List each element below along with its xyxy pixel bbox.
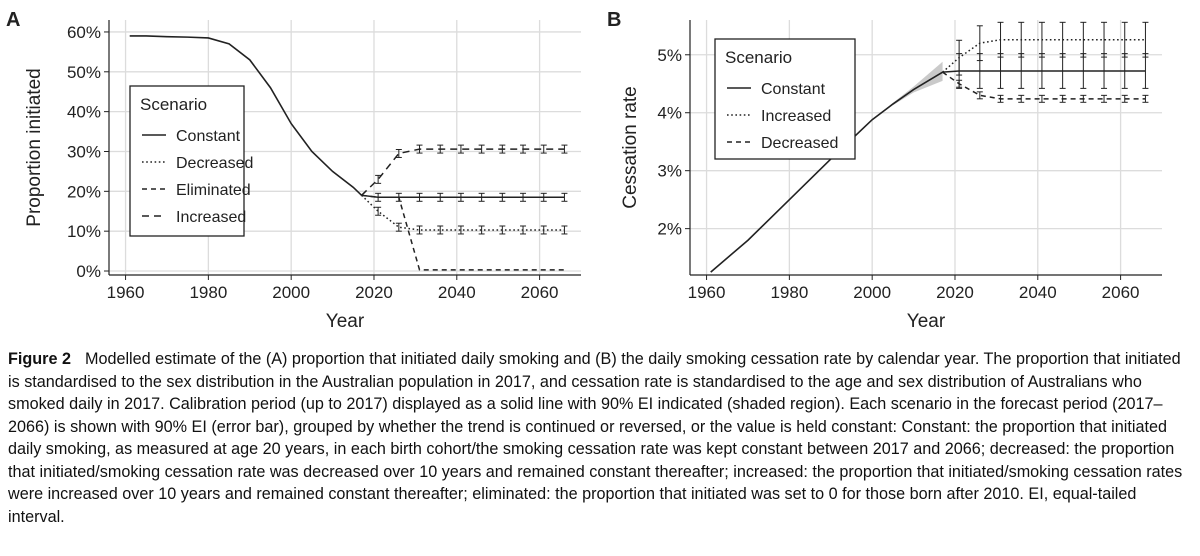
y-tick-label: 2% — [657, 220, 682, 239]
series-line-eliminated — [361, 194, 565, 271]
legend-title: Scenario — [725, 48, 792, 67]
x-tick-label: 2000 — [272, 283, 310, 302]
y-tick-label: 60% — [67, 23, 101, 42]
x-axis-label: Year — [907, 311, 946, 332]
y-axis-label: Proportion initiated — [24, 68, 45, 226]
legend-entry-eliminated: Eliminated — [176, 182, 251, 199]
series-line-decreased — [942, 71, 1146, 100]
series-line-increased — [361, 148, 565, 196]
x-axis-label: Year — [326, 311, 365, 332]
panel-letter: B — [607, 9, 621, 31]
caption-label: Figure 2 — [8, 350, 71, 368]
legend-title: Scenario — [140, 95, 207, 114]
legend-entry-increased: Increased — [176, 209, 246, 226]
legend: Scenario Constant Decreased Eliminated Incre… — [129, 85, 253, 237]
panel-letter: A — [6, 9, 20, 31]
y-tick-label: 0% — [76, 262, 101, 281]
x-tick-label: 2040 — [438, 283, 476, 302]
chart-panel-a: A 1960 1980 2000 2020 2040 2060 0% 10% 20% 30% 40% 5… — [6, 9, 581, 332]
x-tick-label: 2060 — [521, 283, 559, 302]
y-tick-label: 50% — [67, 63, 101, 82]
y-tick-label: 4% — [657, 104, 682, 123]
x-tick-label: 1960 — [107, 283, 145, 302]
x-tick-label: 2000 — [853, 283, 891, 302]
legend: Scenario Constant Increased Decreased — [714, 38, 856, 160]
series-line-decreased — [361, 194, 565, 231]
x-tick-label: 2040 — [1019, 283, 1057, 302]
legend-box — [129, 85, 245, 237]
y-tick-label: 3% — [657, 162, 682, 181]
y-axis-label: Cessation rate — [620, 86, 641, 209]
series-line-increased — [942, 38, 1146, 73]
legend-entry-constant: Constant — [761, 81, 826, 98]
series-line-constant — [942, 70, 1146, 73]
calibration-line — [129, 35, 363, 196]
y-tick-label: 20% — [67, 182, 101, 201]
chart-panel-b: B 1960 1980 2000 2020 2040 2060 2% 3% 4% 5% Year Ces… — [607, 9, 1162, 332]
y-tick-label: 30% — [67, 142, 101, 161]
x-tick-label: 2060 — [1102, 283, 1140, 302]
legend-entry-decreased: Decreased — [761, 135, 838, 152]
legend-entry-increased: Increased — [761, 108, 831, 125]
x-tick-label: 1980 — [189, 283, 227, 302]
figure-caption: Figure 2 Modelled estimate of the (A) pro… — [8, 348, 1194, 528]
y-tick-label: 40% — [67, 103, 101, 122]
figure-charts: A 1960 1980 2000 2020 2040 2060 0% 10% 20% 30% 40% 5… — [6, 9, 1162, 332]
y-tick-label: 5% — [657, 46, 682, 65]
y-tick-label: 10% — [67, 222, 101, 241]
caption-text: Modelled estimate of the (A) proportion … — [8, 350, 1183, 526]
x-tick-label: 2020 — [355, 283, 393, 302]
legend-entry-decreased: Decreased — [176, 155, 253, 172]
x-tick-label: 1960 — [688, 283, 726, 302]
legend-box — [714, 38, 856, 160]
calibration-band — [710, 61, 943, 273]
x-tick-label: 1980 — [770, 283, 808, 302]
x-tick-label: 2020 — [936, 283, 974, 302]
legend-entry-constant: Constant — [176, 128, 241, 145]
